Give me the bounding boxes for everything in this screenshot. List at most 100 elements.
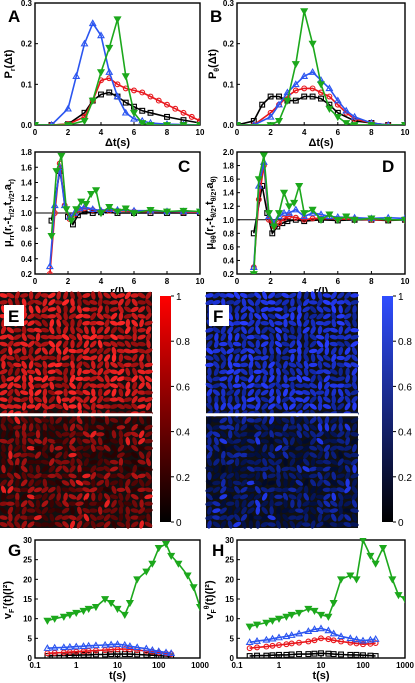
data-point-green <box>342 213 351 221</box>
data-point-red <box>246 645 253 652</box>
particle-field <box>0 291 153 529</box>
heatmap-panel-f: 0 0.2 0.4 0.6 0.8 1 F <box>205 291 412 529</box>
y-axis-title: Pr(Δt) <box>3 49 17 78</box>
data-point-green <box>79 607 88 616</box>
y-tick-label: 5 <box>230 634 235 643</box>
data-point-green <box>290 199 299 208</box>
data-point-blue <box>300 212 309 220</box>
colorbar-tick-label: 0.2 <box>176 473 190 484</box>
data-point-black <box>338 651 344 658</box>
series-line-blue <box>47 643 172 655</box>
data-point-green <box>91 187 101 195</box>
data-point-blue <box>268 634 277 642</box>
data-point-blue <box>113 92 122 100</box>
data-point-green <box>72 609 81 617</box>
panel-label: B <box>210 7 222 26</box>
y-tick-label: 1.8 <box>223 162 235 171</box>
data-point-green <box>179 122 188 125</box>
data-point-red <box>172 105 179 112</box>
data-point-green <box>252 621 262 629</box>
panel-label: G <box>8 541 21 560</box>
data-point-green <box>84 605 93 614</box>
data-point-red <box>276 220 282 227</box>
x-axis-title: t(s) <box>109 670 126 682</box>
data-point-blue <box>300 72 309 79</box>
data-point-green <box>96 69 106 77</box>
data-point-red <box>309 85 316 92</box>
data-point-black <box>98 91 104 98</box>
data-point-blue <box>133 643 142 651</box>
data-point-green <box>400 216 405 224</box>
data-point-green <box>300 8 309 16</box>
data-point-green <box>105 44 114 52</box>
data-point-blue <box>59 643 68 651</box>
data-point-red <box>286 213 293 220</box>
data-point-blue <box>291 205 300 213</box>
data-point-green <box>148 560 157 568</box>
data-point-blue <box>113 640 122 647</box>
y-tick-label: 1.4 <box>223 189 235 198</box>
data-point-blue <box>84 641 93 649</box>
data-point-blue <box>88 19 97 27</box>
data-point-green <box>324 613 333 621</box>
x-tick-label: 0 <box>33 128 38 137</box>
data-point-red <box>325 636 332 643</box>
y-tick-label: 1.6 <box>21 163 33 172</box>
data-point-red <box>263 643 270 650</box>
data-point-black <box>267 93 274 100</box>
data-point-red <box>301 216 308 223</box>
data-point-green <box>346 572 355 580</box>
y-tick-label: 0 <box>230 654 235 663</box>
data-point-black <box>269 230 276 237</box>
colorbar-tick-label: 1 <box>176 292 182 303</box>
x-tick-label: 1000 <box>396 661 414 670</box>
data-point-red <box>155 97 162 104</box>
data-point-green <box>88 97 97 105</box>
particle-field <box>205 291 359 529</box>
data-point-black <box>318 650 324 657</box>
data-point-green <box>333 216 342 224</box>
data-point-green <box>384 216 393 224</box>
y-tick-label: 0.8 <box>223 229 235 238</box>
data-point-blue <box>280 208 288 216</box>
data-point-green <box>295 182 304 191</box>
data-point-black <box>305 651 312 658</box>
data-point-blue <box>352 635 361 643</box>
y-tick-label: 10 <box>23 615 32 624</box>
data-point-green <box>274 118 284 125</box>
data-point-blue <box>130 114 138 122</box>
data-point-green <box>121 205 130 213</box>
data-point-red <box>288 640 295 647</box>
y-tick-label: 15 <box>225 595 234 604</box>
x-tick-label: 2 <box>268 128 273 137</box>
colorbar-tick-label: 0 <box>176 518 182 529</box>
data-point-black <box>147 109 154 116</box>
x-axis-title: t(s) <box>312 670 329 682</box>
data-point-blue <box>295 629 303 637</box>
colorbar-tick-label: 0.6 <box>176 382 190 393</box>
y-tick-label: 1.0 <box>21 209 33 218</box>
x-tick-label: 0.1 <box>29 661 41 670</box>
data-point-green <box>120 611 129 619</box>
data-point-green <box>274 615 284 623</box>
data-point-red <box>283 641 290 648</box>
colorbar-tick-label: 0.4 <box>398 428 412 439</box>
data-point-blue <box>65 642 74 650</box>
y-tick-label: 0.2 <box>223 270 235 279</box>
data-point-green <box>259 152 268 160</box>
y-tick-label: 0.2 <box>21 270 33 279</box>
data-point-blue <box>80 39 89 47</box>
y-axis-title: μθθ(r,-tθ/2,tθ/2,aθ) <box>204 176 218 249</box>
colorbar-tick-label: 0.4 <box>176 428 190 439</box>
y-tick-label: 0.3 <box>21 0 33 8</box>
data-point-green <box>129 109 139 118</box>
colorbar-tick-label: 0.8 <box>176 337 190 348</box>
data-point-blue <box>50 643 59 651</box>
series-blue <box>245 624 380 646</box>
data-point-blue <box>317 210 325 218</box>
series-green <box>237 8 405 125</box>
data-point-red <box>114 81 121 88</box>
x-tick-label: 100 <box>152 661 166 670</box>
